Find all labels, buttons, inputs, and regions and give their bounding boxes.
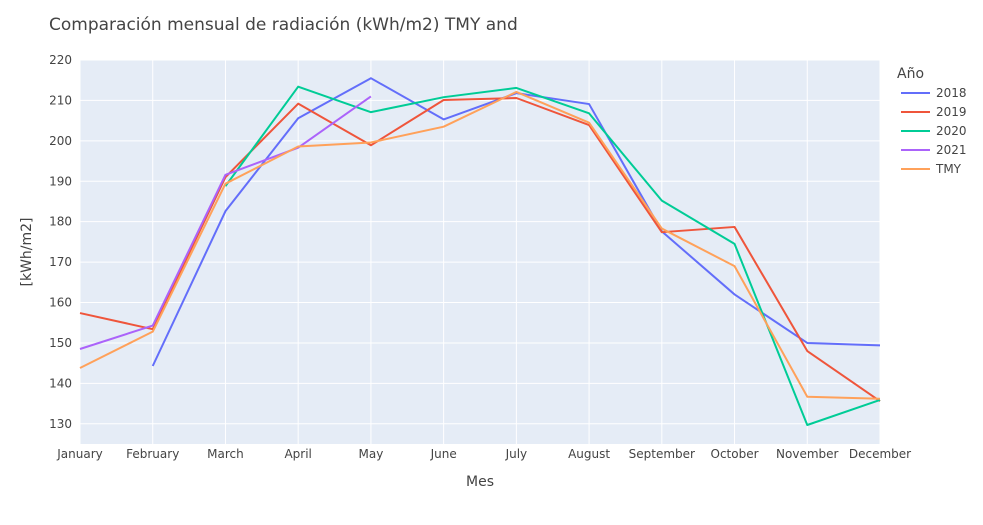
x-tick-label: November bbox=[776, 447, 838, 461]
y-tick-label: 220 bbox=[49, 53, 72, 67]
series-line-tmy bbox=[79, 90, 881, 400]
y-tick-label: 150 bbox=[49, 336, 72, 350]
x-tick-label: July bbox=[505, 447, 528, 461]
x-tick-label: June bbox=[430, 447, 457, 461]
x-gridlines bbox=[79, 60, 881, 444]
series-lines bbox=[79, 77, 881, 426]
x-tick-label: September bbox=[629, 447, 695, 461]
x-axis-title: Mes bbox=[466, 474, 494, 490]
y-axis-title: [kWh/m2] bbox=[19, 217, 35, 286]
legend-label: 2021 bbox=[936, 143, 967, 157]
series-line-2020 bbox=[224, 85, 881, 426]
y-tick-label: 190 bbox=[49, 174, 72, 188]
legend-item-2021[interactable]: 2021 bbox=[901, 143, 967, 157]
y-tick-label: 140 bbox=[49, 376, 72, 390]
x-tick-label: January bbox=[56, 447, 103, 461]
x-tick-label: March bbox=[207, 447, 244, 461]
legend-item-tmy[interactable]: TMY bbox=[901, 162, 962, 176]
x-tick-label: August bbox=[568, 447, 610, 461]
chart-title: Comparación mensual de radiación (kWh/m2… bbox=[49, 15, 518, 35]
plot-background bbox=[80, 60, 880, 444]
legend-label: 2018 bbox=[936, 86, 967, 100]
x-tick-label: May bbox=[359, 447, 384, 461]
y-tick-label: 200 bbox=[49, 134, 72, 148]
y-tick-label: 180 bbox=[49, 215, 72, 229]
y-tick-label: 130 bbox=[49, 417, 72, 431]
x-axis-ticks: January February March April May June July Augu… bbox=[56, 447, 911, 461]
y-gridlines bbox=[80, 59, 880, 425]
y-tick-label: 170 bbox=[49, 255, 72, 269]
y-axis-ticks: 130 140 150 160 170 180 190 200 210 220 bbox=[49, 53, 72, 431]
y-tick-label: 160 bbox=[49, 296, 72, 310]
legend-item-2020[interactable]: 2020 bbox=[901, 124, 967, 138]
series-line-2019 bbox=[79, 97, 881, 402]
legend-item-2019[interactable]: 2019 bbox=[901, 105, 967, 119]
legend-label: 2020 bbox=[936, 124, 967, 138]
series-line-2021 bbox=[79, 95, 372, 350]
x-tick-label: October bbox=[711, 447, 759, 461]
y-tick-label: 210 bbox=[49, 93, 72, 107]
legend-label: 2019 bbox=[936, 105, 967, 119]
x-tick-label: December bbox=[849, 447, 911, 461]
legend-title: Año bbox=[897, 66, 924, 82]
legend-item-2018[interactable]: 2018 bbox=[901, 86, 967, 100]
legend: Año 2018 2019 2020 2021 TMY bbox=[897, 66, 967, 176]
x-tick-label: February bbox=[126, 447, 179, 461]
x-tick-label: April bbox=[284, 447, 311, 461]
legend-label: TMY bbox=[935, 162, 962, 176]
